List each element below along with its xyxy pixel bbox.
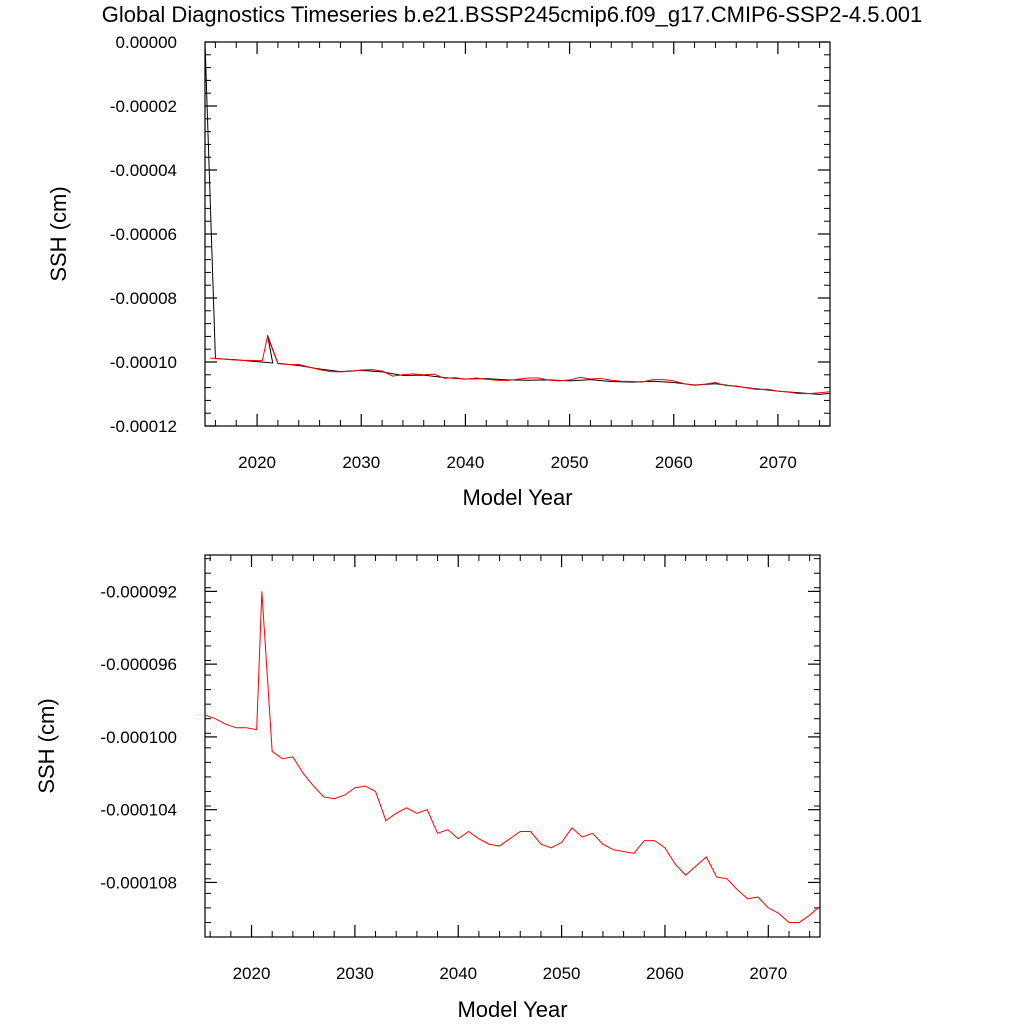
x-tick-label: 2050 <box>543 964 581 983</box>
y-tick-label: -0.00006 <box>110 225 177 244</box>
y-tick-label: -0.000096 <box>100 655 177 674</box>
x-tick-label: 2060 <box>655 453 693 472</box>
chart-panel-2: 2020 2030 2040 2050 2060 2070 -0.000092 -0.0000… <box>34 554 821 1022</box>
x-axis-title: Model Year <box>457 997 567 1022</box>
y-tick-label: -0.000100 <box>100 728 177 747</box>
page-title: Global Diagnostics Timeseries b.e21.BSSP… <box>101 2 923 27</box>
y-axis-title: SSH (cm) <box>34 698 59 793</box>
x-axis-title: Model Year <box>462 485 572 510</box>
y-tick-label: -0.000092 <box>100 582 177 601</box>
x-tick-label: 2030 <box>342 453 380 472</box>
y-tick-label: 0.00000 <box>116 33 177 52</box>
x-tick-label: 2050 <box>551 453 589 472</box>
y-tick-label: -0.00008 <box>110 289 177 308</box>
y-tick-label: -0.000104 <box>100 801 177 820</box>
y-tick-label: -0.00002 <box>110 97 177 116</box>
y-tick-label: -0.00012 <box>110 417 177 436</box>
y-tick-label: -0.00010 <box>110 353 177 372</box>
x-tick-label: 2030 <box>336 964 374 983</box>
x-tick-label: 2040 <box>447 453 485 472</box>
x-tick-label: 2070 <box>759 453 797 472</box>
plot-frame <box>204 554 821 938</box>
series-line-2 <box>210 334 830 395</box>
x-tick-label: 2020 <box>233 964 271 983</box>
plot-frame <box>204 41 831 427</box>
y-axis-title: SSH (cm) <box>46 186 71 281</box>
y-tick-label: -0.000108 <box>100 873 177 892</box>
series-line-1 <box>205 42 830 395</box>
x-tick-label: 2060 <box>646 964 684 983</box>
y-tick-label: -0.00004 <box>110 161 177 180</box>
series-line-1 <box>205 591 820 923</box>
x-tick-label: 2040 <box>439 964 477 983</box>
chart-panel-1: 2020 2030 2040 2050 2060 2070 0.00000 -0.00002 -… <box>46 33 831 510</box>
x-tick-label: 2020 <box>238 453 276 472</box>
x-tick-label: 2070 <box>749 964 787 983</box>
